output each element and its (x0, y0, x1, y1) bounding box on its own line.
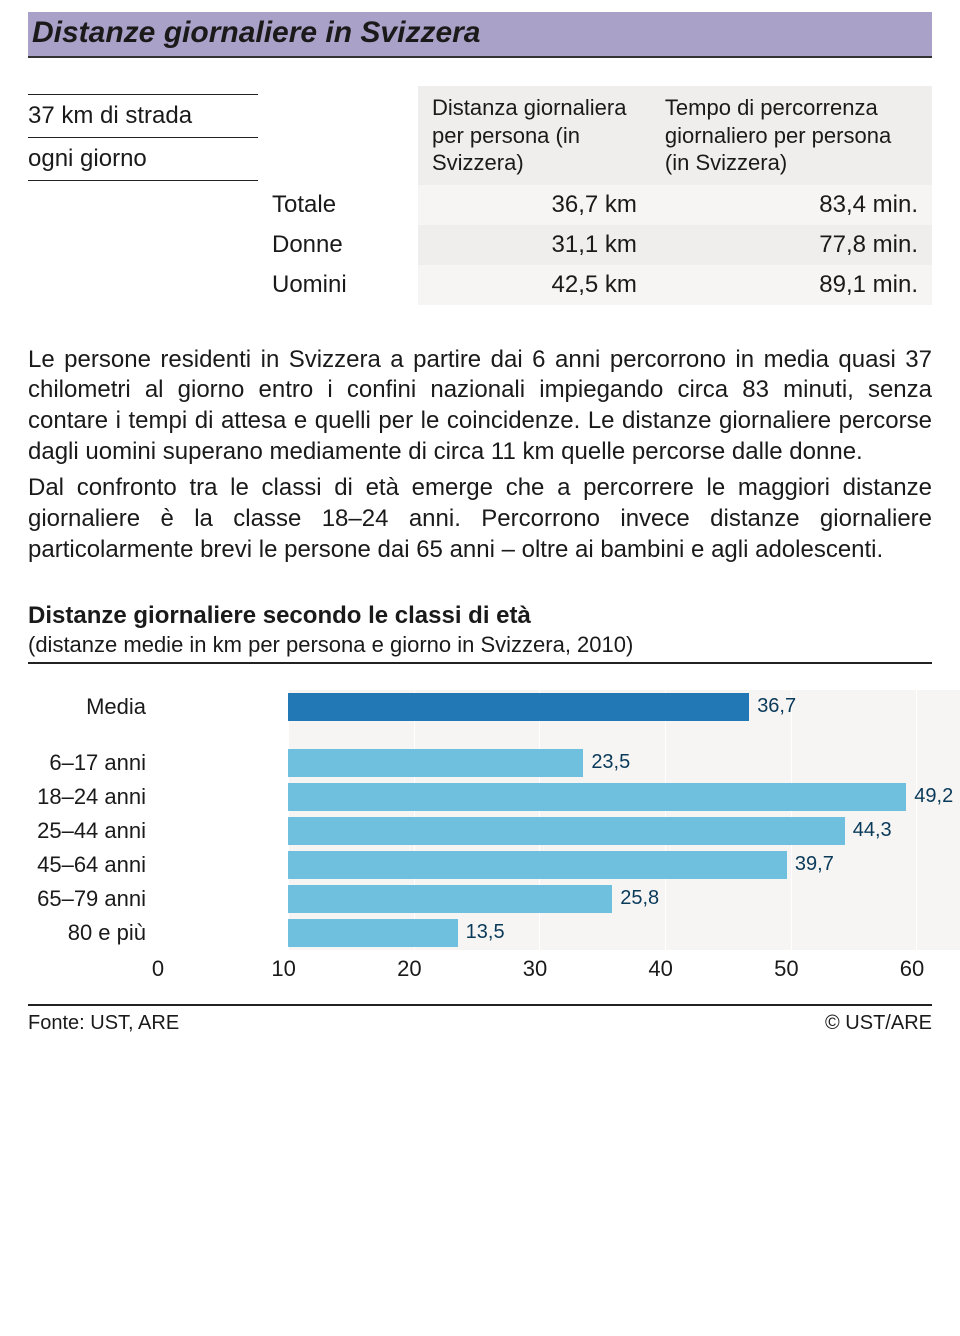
chart-bar: 25,8 (288, 885, 612, 913)
footer-source: Fonte: UST, ARE (28, 1012, 179, 1035)
table-row: Uomini 42,5 km 89,1 min. (258, 265, 932, 305)
title-bar: Distanze giornaliere in Svizzera (28, 12, 932, 58)
divider (28, 180, 258, 181)
axis-tick-label: 30 (523, 956, 547, 982)
data-table-block: Distanza giornaliera per persona (in Svi… (258, 86, 932, 305)
bar-value-label: 44,3 (845, 819, 892, 842)
axis-tick-label: 60 (900, 956, 924, 982)
chart-plot-area: 36,7 23,5 49,2 44,3 39,7 25,8 13,5 (288, 690, 960, 950)
body-text: Le persone residenti in Svizzera a parti… (28, 345, 932, 566)
paragraph-2: Dal confronto tra le classi di età emerg… (28, 473, 932, 565)
table-row: Donne 31,1 km 77,8 min. (258, 225, 932, 265)
subtitle-line2: ogni giorno (28, 138, 258, 180)
page-title-block: Distanze giornaliere in Svizzera (28, 12, 932, 58)
chart-category-label: 18–24 anni (28, 780, 158, 814)
row-time: 89,1 min. (651, 265, 932, 305)
chart-bar: 23,5 (288, 749, 583, 777)
row-label: Totale (258, 185, 418, 225)
row-dist: 42,5 km (418, 265, 651, 305)
bar-value-label: 39,7 (787, 853, 834, 876)
axis-tick-label: 10 (271, 956, 295, 982)
row-time: 83,4 min. (651, 185, 932, 225)
footer-copyright: © UST/ARE (825, 1012, 932, 1035)
table-header-time: Tempo di percorrenza giornaliero per per… (651, 86, 932, 185)
chart-x-axis: 0102030405060 (158, 956, 912, 986)
subtitle-block: 37 km di strada ogni giorno (28, 86, 258, 305)
paragraph-1: Le persone residenti in Svizzera a parti… (28, 345, 932, 468)
axis-tick-label: 50 (774, 956, 798, 982)
divider (28, 1004, 932, 1006)
row-dist: 36,7 km (418, 185, 651, 225)
row-dist: 31,1 km (418, 225, 651, 265)
chart-bar: 36,7 (288, 693, 749, 721)
chart-bar: 13,5 (288, 919, 458, 947)
chart-category-label: Media (28, 690, 158, 724)
gridline (916, 690, 917, 950)
chart-header: Distanze giornaliere secondo le classi d… (28, 602, 932, 664)
subtitle-line1: 37 km di strada (28, 95, 258, 137)
chart-bar: 39,7 (288, 851, 787, 879)
row-time: 77,8 min. (651, 225, 932, 265)
data-table: Distanza giornaliera per persona (in Svi… (258, 86, 932, 305)
divider (28, 662, 932, 664)
chart-subtitle: (distanze medie in km per persona e gior… (28, 632, 932, 658)
table-row: Totale 36,7 km 83,4 min. (258, 185, 932, 225)
chart-category-label: 45–64 anni (28, 848, 158, 882)
bar-chart: 36,7 23,5 49,2 44,3 39,7 25,8 13,5 Media 6–17 an… (28, 690, 932, 986)
footer: Fonte: UST, ARE © UST/ARE (28, 1012, 932, 1035)
bar-value-label: 36,7 (749, 695, 796, 718)
chart-title: Distanze giornaliere secondo le classi d… (28, 602, 932, 630)
chart-category-label: 65–79 anni (28, 882, 158, 916)
row-label: Donne (258, 225, 418, 265)
bar-value-label: 49,2 (906, 785, 953, 808)
bar-value-label: 23,5 (583, 751, 630, 774)
axis-tick-label: 20 (397, 956, 421, 982)
chart-category-label: 6–17 anni (28, 746, 158, 780)
page-title: Distanze giornaliere in Svizzera (28, 16, 932, 50)
chart-category-label: 25–44 anni (28, 814, 158, 848)
row-label: Uomini (258, 265, 418, 305)
chart-bar: 44,3 (288, 817, 845, 845)
bar-value-label: 25,8 (612, 887, 659, 910)
chart-category-label: 80 e più (28, 916, 158, 950)
table-header-dist: Distanza giornaliera per persona (in Svi… (418, 86, 651, 185)
axis-tick-label: 0 (152, 956, 164, 982)
bar-value-label: 13,5 (458, 921, 505, 944)
top-row: 37 km di strada ogni giorno Distanza gio… (28, 86, 932, 305)
chart-body: 36,7 23,5 49,2 44,3 39,7 25,8 13,5 Media 6–17 an… (28, 690, 932, 950)
chart-bar: 49,2 (288, 783, 906, 811)
axis-tick-label: 40 (648, 956, 672, 982)
